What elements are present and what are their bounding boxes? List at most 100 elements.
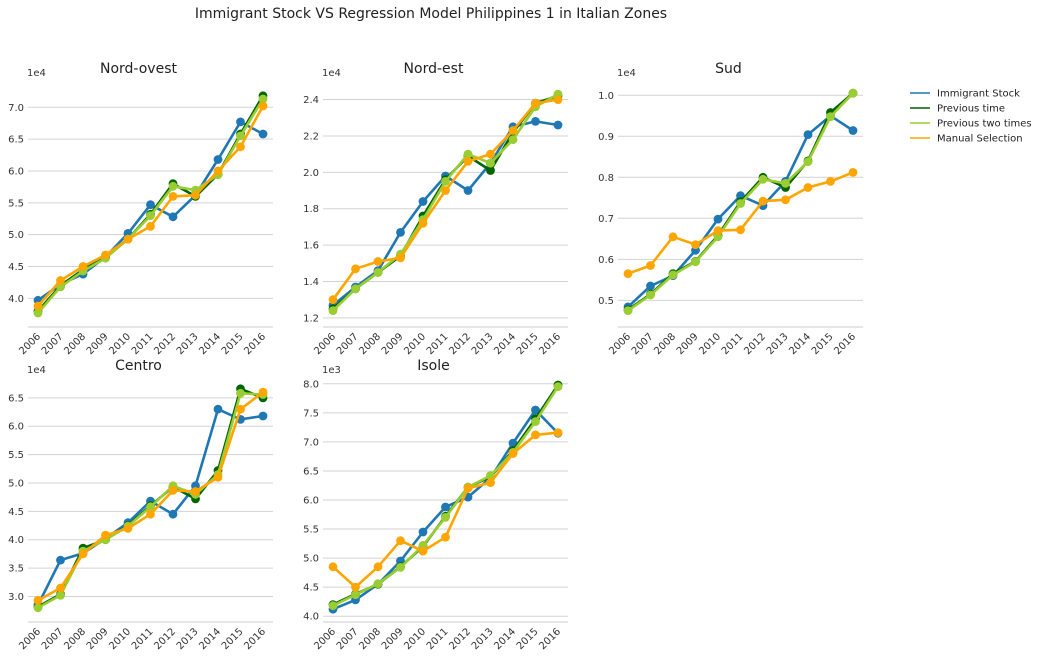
data-point [328, 295, 338, 305]
series-line [332, 384, 560, 606]
data-point [531, 405, 540, 415]
y-tick-label: 4.0 [8, 535, 24, 546]
x-tick-label: 2016 [537, 331, 563, 357]
x-tick-label: 2013 [175, 331, 201, 357]
data-point [373, 257, 383, 266]
x-tick-label: 2010 [107, 331, 133, 357]
x-tick-label: 2009 [675, 331, 701, 357]
x-tick-label: 2011 [720, 331, 746, 357]
y-tick-label: 1.6 [303, 241, 319, 252]
x-tick-label: 2009 [380, 626, 406, 652]
data-point [56, 276, 65, 285]
data-point [418, 527, 428, 537]
x-tick-label: 2013 [470, 626, 496, 652]
data-point [781, 179, 790, 188]
x-tick-label: 2009 [380, 331, 406, 357]
x-tick-label: 2007 [335, 626, 361, 652]
data-point [531, 117, 540, 126]
data-point [531, 430, 540, 440]
x-tick-label: 2006 [17, 331, 43, 357]
data-point [441, 177, 450, 186]
x-tick-label: 2014 [787, 331, 813, 357]
series-line [627, 171, 854, 275]
data-point [78, 549, 88, 559]
y-tick-label: 7.5 [303, 408, 319, 419]
series-line [332, 385, 560, 607]
data-point [736, 199, 745, 208]
x-tick-label: 2008 [357, 626, 383, 652]
data-point [441, 532, 450, 542]
y-tick-label: 7.0 [303, 437, 319, 448]
data-point [713, 232, 723, 242]
data-point [713, 214, 723, 224]
data-point [826, 112, 835, 121]
data-point [351, 582, 360, 592]
data-point [146, 222, 155, 231]
data-point [328, 562, 338, 572]
subplot-nord-est: 1.21.41.61.82.02.22.42006200720082009201… [303, 61, 568, 357]
data-point [328, 601, 338, 611]
series-immigrant-stock [328, 405, 563, 614]
subplot-isole: 4.04.55.05.56.06.57.07.58.02006200720082… [303, 358, 568, 652]
y-tick-label: 6.5 [303, 466, 319, 477]
x-tick-label: 2013 [765, 331, 791, 357]
y-tick-label: 1.2 [303, 313, 319, 324]
series-manual-selection [33, 101, 268, 311]
y-tick-label: 5.0 [303, 554, 319, 565]
data-point [56, 590, 65, 600]
data-point [258, 94, 268, 104]
data-point [553, 428, 563, 437]
subplot-title: Centro [115, 358, 162, 374]
x-tick-label: 2009 [85, 331, 111, 357]
y-tick-label: 4.5 [303, 583, 319, 594]
x-tick-label: 2008 [62, 331, 88, 357]
x-tick-label: 2006 [312, 331, 338, 357]
x-tick-label: 2010 [107, 626, 133, 652]
data-point [463, 157, 473, 166]
x-tick-label: 2012 [447, 626, 473, 652]
series-manual-selection [328, 428, 563, 592]
data-point [826, 177, 835, 186]
y-tick-label: 5.5 [303, 525, 319, 536]
y-tick-label: 7.0 [8, 103, 24, 114]
subplot-centro: 3.0 3.5 4.0 4.5 5.0 5.5 6.0 6.5 2006200720082009… [8, 358, 273, 652]
x-tick-label: 2012 [742, 331, 768, 357]
legend-label: Immigrant Stock [937, 89, 1020, 100]
y-tick-label: 4.5 [8, 507, 24, 518]
y-tick-label: 8.0 [303, 379, 319, 390]
data-point [508, 126, 518, 135]
x-tick-label: 2015 [220, 331, 246, 357]
x-tick-label: 2014 [492, 626, 518, 652]
data-point [213, 166, 223, 176]
x-tick-label: 2010 [402, 626, 428, 652]
series-previous-two-times [328, 382, 563, 611]
data-point [351, 590, 360, 600]
data-point [213, 404, 223, 414]
data-point [351, 264, 360, 274]
legend-label: Manual Selection [937, 134, 1023, 145]
data-point [463, 484, 473, 493]
x-tick-label: 2011 [130, 331, 156, 357]
x-tick-label: 2009 [85, 626, 111, 652]
y-tick-label: 6.0 [303, 496, 319, 507]
x-tick-label: 2007 [40, 626, 66, 652]
data-point [441, 513, 450, 522]
y-tick-label: 6.0 [8, 166, 24, 177]
y-tick-label: 3.0 [8, 592, 24, 603]
data-point [668, 270, 678, 280]
subplot-title: Nord-ovest [100, 61, 178, 77]
x-tick-label: 2011 [130, 626, 156, 652]
figure-title: Immigrant Stock VS Regression Model Phil… [195, 6, 667, 22]
data-point [691, 257, 700, 267]
data-point [668, 232, 678, 242]
y-tick-label: 0.6 [598, 255, 614, 266]
data-point [213, 155, 223, 164]
data-point [213, 472, 223, 482]
data-point [623, 306, 633, 315]
data-point [123, 524, 133, 533]
x-tick-label: 2006 [17, 626, 43, 652]
x-tick-label: 2008 [652, 331, 678, 357]
y-tick-label: 5.0 [8, 230, 24, 241]
x-tick-label: 2015 [515, 331, 541, 357]
data-point [101, 530, 110, 540]
